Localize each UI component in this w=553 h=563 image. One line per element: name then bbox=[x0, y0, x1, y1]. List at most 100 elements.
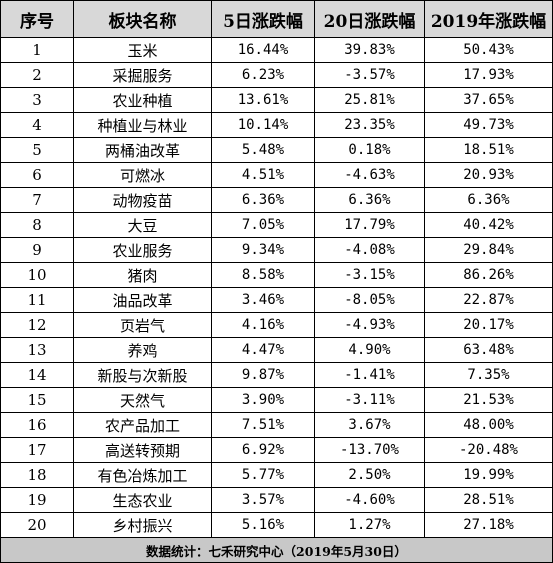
cell-2019-change: 28.51% bbox=[424, 487, 553, 513]
cell-2019-change: 20.93% bbox=[424, 162, 553, 188]
cell-2019-change: 37.65% bbox=[424, 87, 553, 113]
cell-5day-change: 7.05% bbox=[211, 212, 315, 238]
cell-5day-change: 6.36% bbox=[211, 187, 315, 213]
cell-5day-change: 13.61% bbox=[211, 87, 315, 113]
cell-sector-name: 动物疫苗 bbox=[73, 187, 212, 213]
cell-2019-change: 48.00% bbox=[424, 412, 553, 438]
cell-5day-change: 3.46% bbox=[211, 287, 315, 313]
table-row: 8 大豆 7.05% 17.79% 40.42% bbox=[0, 212, 553, 238]
table-row: 13 养鸡 4.47% 4.90% 63.48% bbox=[0, 337, 553, 363]
cell-5day-change: 16.44% bbox=[211, 37, 315, 63]
cell-index: 13 bbox=[0, 337, 74, 363]
cell-20day-change: 3.67% bbox=[314, 412, 425, 438]
cell-sector-name: 玉米 bbox=[73, 37, 212, 63]
cell-20day-change: -4.08% bbox=[314, 237, 425, 263]
cell-2019-change: 7.35% bbox=[424, 362, 553, 388]
cell-index: 9 bbox=[0, 237, 74, 263]
cell-sector-name: 油品改革 bbox=[73, 287, 212, 313]
cell-5day-change: 7.51% bbox=[211, 412, 315, 438]
cell-20day-change: 2.50% bbox=[314, 462, 425, 488]
cell-20day-change: -13.70% bbox=[314, 437, 425, 463]
cell-5day-change: 6.23% bbox=[211, 62, 315, 88]
cell-index: 14 bbox=[0, 362, 74, 388]
header-sector-name: 板块名称 bbox=[73, 0, 212, 38]
cell-sector-name: 猪肉 bbox=[73, 262, 212, 288]
cell-5day-change: 3.57% bbox=[211, 487, 315, 513]
cell-2019-change: 27.18% bbox=[424, 512, 553, 538]
cell-sector-name: 页岩气 bbox=[73, 312, 212, 338]
cell-2019-change: 22.87% bbox=[424, 287, 553, 313]
cell-sector-name: 种植业与林业 bbox=[73, 112, 212, 138]
cell-index: 8 bbox=[0, 212, 74, 238]
cell-5day-change: 6.92% bbox=[211, 437, 315, 463]
header-2019-change: 2019年涨跌幅 bbox=[424, 0, 553, 38]
cell-index: 4 bbox=[0, 112, 74, 138]
footer-row: 数据统计：七禾研究中心（2019年5月30日） bbox=[0, 537, 553, 563]
cell-2019-change: 17.93% bbox=[424, 62, 553, 88]
cell-index: 12 bbox=[0, 312, 74, 338]
cell-index: 3 bbox=[0, 87, 74, 113]
cell-20day-change: 23.35% bbox=[314, 112, 425, 138]
table-row: 11 油品改革 3.46% -8.05% 22.87% bbox=[0, 287, 553, 313]
cell-index: 16 bbox=[0, 412, 74, 438]
cell-index: 10 bbox=[0, 262, 74, 288]
cell-sector-name: 农产品加工 bbox=[73, 412, 212, 438]
cell-5day-change: 9.87% bbox=[211, 362, 315, 388]
cell-2019-change: -20.48% bbox=[424, 437, 553, 463]
table-row: 14 新股与次新股 9.87% -1.41% 7.35% bbox=[0, 362, 553, 388]
cell-sector-name: 农业种植 bbox=[73, 87, 212, 113]
cell-index: 15 bbox=[0, 387, 74, 413]
cell-2019-change: 63.48% bbox=[424, 337, 553, 363]
cell-20day-change: -3.15% bbox=[314, 262, 425, 288]
cell-5day-change: 4.16% bbox=[211, 312, 315, 338]
table-row: 17 高送转预期 6.92% -13.70% -20.48% bbox=[0, 437, 553, 463]
cell-index: 20 bbox=[0, 512, 74, 538]
table-row: 6 可燃冰 4.51% -4.63% 20.93% bbox=[0, 162, 553, 188]
table-row: 16 农产品加工 7.51% 3.67% 48.00% bbox=[0, 412, 553, 438]
cell-2019-change: 20.17% bbox=[424, 312, 553, 338]
cell-20day-change: -4.63% bbox=[314, 162, 425, 188]
cell-20day-change: -3.57% bbox=[314, 62, 425, 88]
header-5day-change: 5日涨跌幅 bbox=[211, 0, 315, 38]
cell-2019-change: 21.53% bbox=[424, 387, 553, 413]
cell-20day-change: -8.05% bbox=[314, 287, 425, 313]
cell-index: 18 bbox=[0, 462, 74, 488]
table-row: 20 乡村振兴 5.16% 1.27% 27.18% bbox=[0, 512, 553, 538]
header-index: 序号 bbox=[0, 0, 74, 38]
cell-sector-name: 生态农业 bbox=[73, 487, 212, 513]
cell-20day-change: 25.81% bbox=[314, 87, 425, 113]
cell-5day-change: 5.77% bbox=[211, 462, 315, 488]
cell-5day-change: 5.16% bbox=[211, 512, 315, 538]
cell-5day-change: 10.14% bbox=[211, 112, 315, 138]
data-source-note: 数据统计：七禾研究中心（2019年5月30日） bbox=[0, 537, 553, 563]
cell-sector-name: 采掘服务 bbox=[73, 62, 212, 88]
table-row: 1 玉米 16.44% 39.83% 50.43% bbox=[0, 37, 553, 63]
cell-2019-change: 50.43% bbox=[424, 37, 553, 63]
cell-sector-name: 新股与次新股 bbox=[73, 362, 212, 388]
cell-sector-name: 乡村振兴 bbox=[73, 512, 212, 538]
cell-sector-name: 有色冶炼加工 bbox=[73, 462, 212, 488]
cell-2019-change: 49.73% bbox=[424, 112, 553, 138]
cell-2019-change: 86.26% bbox=[424, 262, 553, 288]
cell-index: 2 bbox=[0, 62, 74, 88]
cell-20day-change: 6.36% bbox=[314, 187, 425, 213]
table-row: 12 页岩气 4.16% -4.93% 20.17% bbox=[0, 312, 553, 338]
cell-5day-change: 9.34% bbox=[211, 237, 315, 263]
cell-sector-name: 农业服务 bbox=[73, 237, 212, 263]
cell-2019-change: 6.36% bbox=[424, 187, 553, 213]
cell-sector-name: 大豆 bbox=[73, 212, 212, 238]
cell-5day-change: 3.90% bbox=[211, 387, 315, 413]
cell-20day-change: -3.11% bbox=[314, 387, 425, 413]
cell-20day-change: -4.93% bbox=[314, 312, 425, 338]
cell-20day-change: -4.60% bbox=[314, 487, 425, 513]
table-row: 2 采掘服务 6.23% -3.57% 17.93% bbox=[0, 62, 553, 88]
cell-index: 1 bbox=[0, 37, 74, 63]
cell-sector-name: 可燃冰 bbox=[73, 162, 212, 188]
cell-20day-change: -1.41% bbox=[314, 362, 425, 388]
cell-2019-change: 29.84% bbox=[424, 237, 553, 263]
header-20day-change: 20日涨跌幅 bbox=[314, 0, 425, 38]
table-row: 4 种植业与林业 10.14% 23.35% 49.73% bbox=[0, 112, 553, 138]
cell-5day-change: 8.58% bbox=[211, 262, 315, 288]
cell-20day-change: 4.90% bbox=[314, 337, 425, 363]
